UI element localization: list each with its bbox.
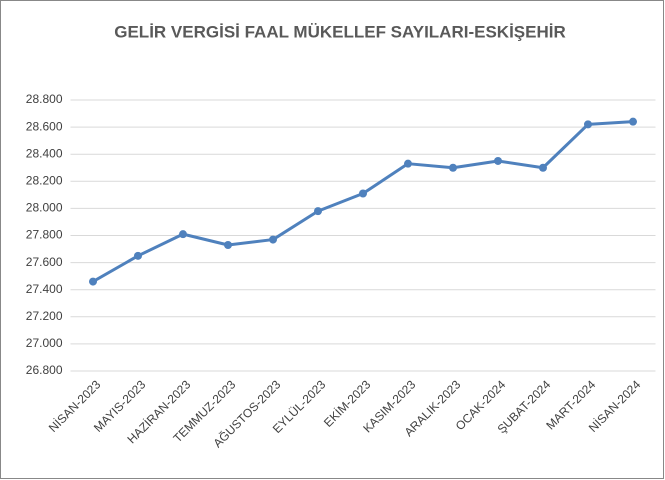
- point: [269, 235, 277, 244]
- point: [494, 156, 502, 165]
- y-tick-label: 28.000: [26, 201, 63, 215]
- point: [314, 207, 322, 216]
- point: [224, 240, 232, 249]
- point: [404, 159, 412, 168]
- point: [179, 230, 187, 239]
- y-tick-label: 27.600: [26, 255, 63, 269]
- y-tick-label: 27.400: [26, 282, 63, 296]
- point: [449, 163, 457, 172]
- y-tick-label: 27.000: [26, 336, 63, 350]
- y-tick-label: 28.200: [26, 173, 63, 187]
- point: [134, 251, 142, 260]
- y-tick-label: 28.800: [26, 92, 63, 106]
- y-tick-label: 28.600: [26, 119, 63, 133]
- chart-title: GELİR VERGİSİ FAAL MÜKELLEF SAYILARI-ESK…: [114, 22, 566, 41]
- point: [584, 120, 592, 129]
- y-tick-label: 27.800: [26, 228, 63, 242]
- y-tick-label: 27.200: [26, 309, 63, 323]
- point: [539, 163, 547, 172]
- point: [629, 117, 637, 126]
- y-tick-label: 28.400: [26, 146, 63, 160]
- point: [89, 277, 97, 286]
- y-tick-label: 26.800: [26, 363, 63, 377]
- point: [359, 189, 367, 198]
